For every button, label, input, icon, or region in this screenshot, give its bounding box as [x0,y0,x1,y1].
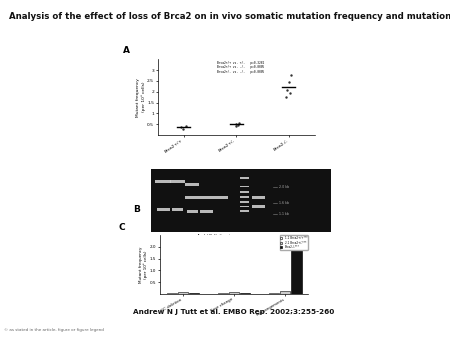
Bar [269,293,279,294]
Bar [155,180,171,183]
Bar [280,291,290,294]
Point [283,95,290,100]
Legend: 1.1 Brca2+/+***, 2.1 Brca2+/-***, Brca2-/-***: 1.1 Brca2+/+***, 2.1 Brca2+/-***, Brca2-… [279,236,308,250]
Bar [170,180,185,183]
Bar [240,206,249,208]
Bar [166,293,177,294]
Text: Mutants: Mutants [186,205,206,210]
Text: Andrew N J Tutt et al. EMBO Rep. 2002;3:255-260: Andrew N J Tutt et al. EMBO Rep. 2002;3:… [133,309,334,315]
Point [177,124,184,130]
Text: EMBO: EMBO [372,308,411,321]
Text: A: A [123,46,130,55]
Bar [199,196,214,199]
Bar [157,209,170,211]
Text: © as stated in the article, figure or figure legend: © as stated in the article, figure or fi… [4,328,104,332]
Point [182,123,189,129]
Bar [240,293,250,294]
Bar [172,209,183,211]
Bar [185,196,199,198]
Bar [240,186,249,188]
Text: 2.0 kb: 2.0 kb [279,185,288,189]
Text: 1.1 kb: 1.1 kb [279,212,288,216]
Point [285,79,292,85]
Bar [252,196,266,199]
Text: B: B [133,205,140,214]
Bar [200,210,213,213]
Bar [185,183,199,186]
Point [180,126,187,131]
Point [234,122,241,127]
Bar [178,292,188,294]
Text: reports: reports [378,323,405,332]
Bar [240,191,249,193]
Bar [214,196,228,199]
Bar [240,196,249,198]
Point [287,73,294,78]
Bar [187,210,198,213]
Text: 1.6 kb: 1.6 kb [279,201,288,206]
Bar [240,177,249,179]
Text: C: C [118,223,125,232]
Point [286,90,293,96]
Bar [240,210,249,212]
Bar [240,201,249,203]
Point [233,123,240,128]
Point [284,87,291,92]
Point [233,121,240,127]
Bar [291,248,302,294]
Text: Brca2+/+ vs. +/-   p=0.3282
Brca2+/+ vs. -/-   p=0.0005
Brca2+/- vs. -/-   p=0.0: Brca2+/+ vs. +/- p=0.3282 Brca2+/+ vs. -… [217,61,265,74]
Y-axis label: Mutant frequency
(per 10⁶ cells): Mutant frequency (per 10⁶ cells) [139,246,149,283]
Bar [218,293,228,294]
Bar [189,293,199,294]
Bar [229,292,239,294]
Y-axis label: Mutant frequency
(per 10⁶ cells): Mutant frequency (per 10⁶ cells) [136,78,146,117]
Point [236,121,243,126]
Text: AvaI / PvII digest: AvaI / PvII digest [197,234,231,238]
Text: Analysis of the effect of loss of Brca2 on in vivo somatic mutation frequency an: Analysis of the effect of loss of Brca2 … [9,12,450,21]
Bar [252,205,265,208]
